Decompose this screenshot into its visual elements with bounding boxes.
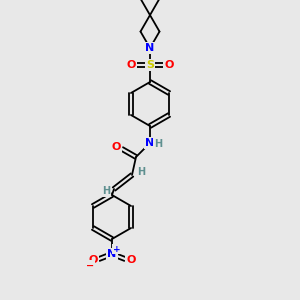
Text: +: +: [113, 244, 121, 253]
Text: H: H: [154, 139, 162, 149]
Text: −: −: [86, 261, 94, 271]
Text: H: H: [102, 186, 110, 196]
Text: O: O: [126, 255, 136, 265]
Text: S: S: [146, 60, 154, 70]
Text: O: O: [126, 60, 136, 70]
Text: O: O: [164, 60, 174, 70]
Text: O: O: [111, 142, 121, 152]
Text: N: N: [107, 249, 117, 259]
Text: H: H: [137, 167, 145, 177]
Text: N: N: [146, 43, 154, 53]
Text: O: O: [88, 255, 98, 265]
Text: N: N: [146, 138, 154, 148]
